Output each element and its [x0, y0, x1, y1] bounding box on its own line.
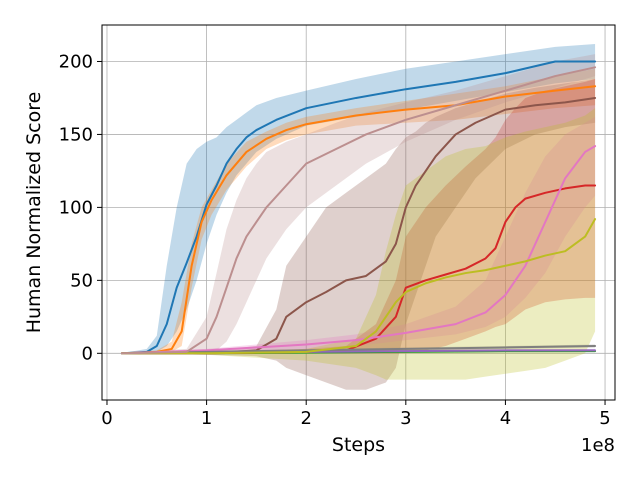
x-tick-label: 5 — [599, 408, 610, 429]
plot-frame — [101, 24, 616, 401]
y-tick-label: 50 — [70, 270, 93, 291]
x-tick-label: 3 — [400, 408, 411, 429]
y-axis-label: Human Normalized Score — [23, 92, 45, 334]
series-8-band — [121, 108, 596, 380]
series-1-band — [121, 68, 596, 354]
x-tick-label: 0 — [101, 408, 112, 429]
series-5-band — [121, 78, 596, 390]
series-3-band — [121, 78, 596, 354]
series-9-line — [120, 66, 597, 355]
series-6-line — [120, 145, 597, 355]
series-lines — [120, 60, 597, 355]
x-tick-label: 1 — [201, 408, 212, 429]
x-axis-offset-label: 1e8 — [581, 435, 615, 456]
series-6-band — [121, 116, 596, 354]
y-tick-label: 150 — [59, 124, 93, 145]
y-tick-label: 0 — [82, 343, 93, 364]
series-7-line — [120, 345, 597, 355]
x-tick-label: 2 — [300, 408, 311, 429]
confidence-bands — [121, 43, 596, 390]
x-axis-label: Steps — [332, 434, 385, 456]
series-0-band — [121, 43, 596, 354]
series-8-line — [120, 218, 597, 355]
series-9-band — [121, 54, 596, 354]
x-tick-label: 4 — [500, 408, 511, 429]
y-tick-label: 200 — [59, 51, 93, 72]
y-tick-label: 100 — [59, 197, 93, 218]
series-0-line — [120, 60, 597, 355]
series-5-line — [120, 96, 597, 355]
